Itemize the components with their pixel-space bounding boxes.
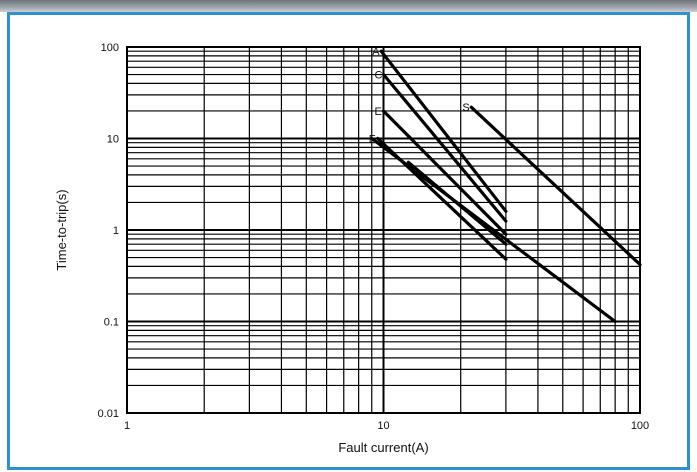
chart-border [7, 12, 690, 470]
x-tick-label: 10 [377, 420, 389, 432]
y-tick-label: 0.01 [98, 408, 119, 420]
curve-label-s: S [462, 102, 469, 114]
curve-label-c: C [375, 70, 383, 82]
trip-curve-e [381, 109, 508, 236]
x-tick-labels: 1 10 100 [124, 420, 649, 432]
trip-curve-c [381, 72, 508, 223]
chart-grid [126, 47, 640, 414]
curve-label-e: E [375, 106, 382, 118]
trip-curve-s [469, 105, 642, 267]
trip-curve-unlabeled-6 [406, 160, 508, 246]
window-top-band [0, 0, 697, 12]
trip-curve-a [379, 49, 508, 213]
x-tick-label: 1 [124, 420, 130, 432]
y-axis-title: Time-to-trip(s) [54, 189, 69, 270]
y-tick-labels: 100 10 1 0.1 0.01 [98, 42, 119, 420]
x-axis-title: Fault current(A) [338, 440, 428, 455]
plot-area-border [126, 46, 641, 414]
trip-curve-unlabeled-5 [370, 136, 617, 324]
y-tick-label: 10 [107, 134, 119, 146]
curve-label-a: A [372, 46, 380, 58]
y-tick-label: 100 [101, 42, 119, 54]
y-tick-label: 0.1 [104, 317, 119, 329]
x-tick-label: 100 [631, 420, 649, 432]
y-tick-label: 1 [113, 225, 119, 237]
